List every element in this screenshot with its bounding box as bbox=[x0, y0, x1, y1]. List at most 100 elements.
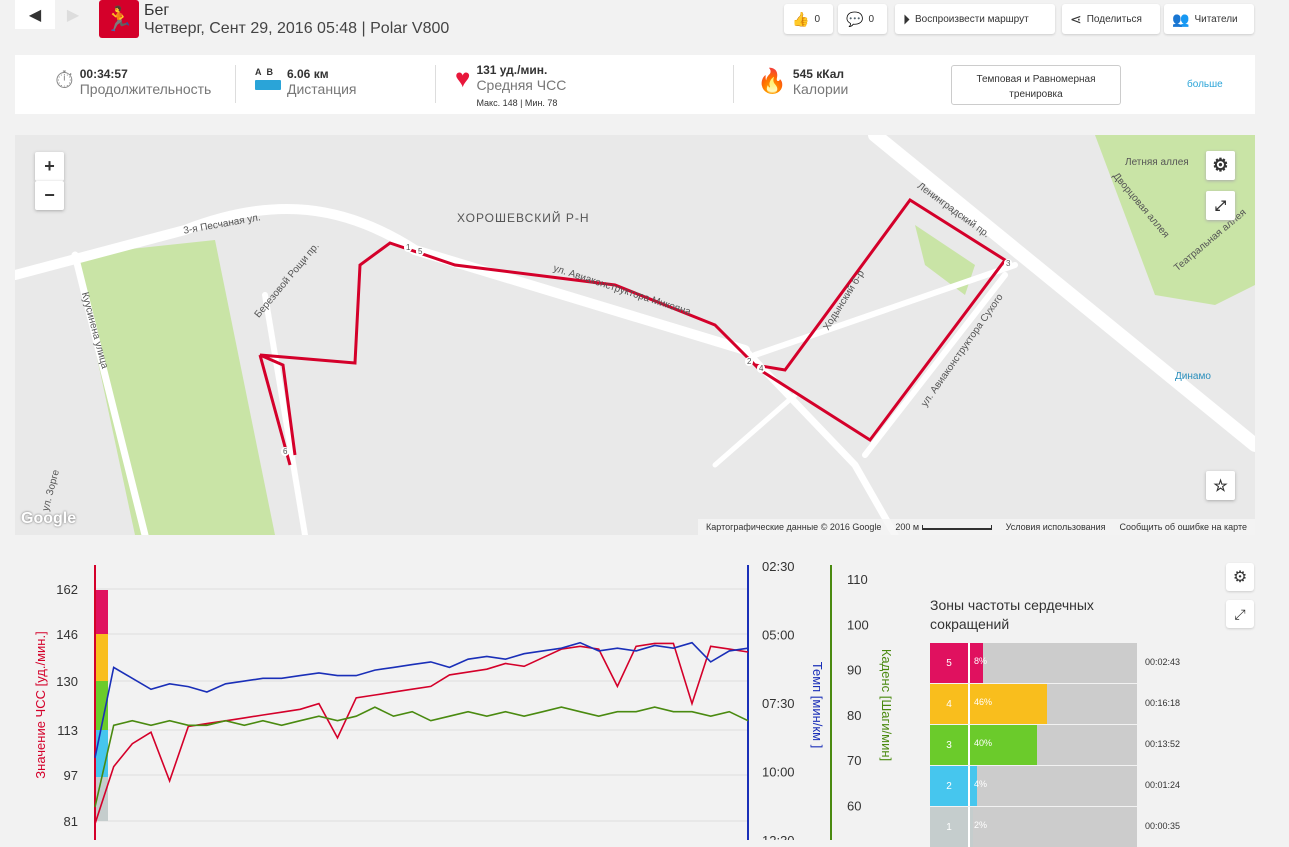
cadence-tick-label: 90 bbox=[847, 663, 861, 678]
map-attribution: Картографические данные © 2016 Google 20… bbox=[698, 519, 1255, 535]
map-settings-gear-icon[interactable]: ⚙ bbox=[1206, 151, 1235, 180]
chart-settings-gear-icon[interactable]: ⚙ bbox=[1226, 563, 1254, 591]
cadence-tick-label: 60 bbox=[847, 799, 861, 814]
report-error-link[interactable]: Сообщить об ошибке на карте bbox=[1119, 522, 1247, 532]
share-label: Поделиться bbox=[1086, 13, 1142, 25]
terms-link[interactable]: Условия использования bbox=[1005, 522, 1106, 532]
district-label: ХОРОШЕВСКИЙ Р-Н bbox=[457, 211, 590, 225]
duration-value: 00:34:57 bbox=[79, 67, 128, 81]
stopwatch-icon: ⏱ bbox=[55, 67, 74, 94]
divider bbox=[435, 65, 436, 103]
divider bbox=[733, 65, 734, 103]
hr-zone-row: 5 8% bbox=[930, 643, 1137, 683]
pace-tick-label: 05:00 bbox=[762, 628, 795, 643]
people-icon: 👥 bbox=[1172, 10, 1190, 27]
zone-time: 00:13:52 bbox=[1145, 739, 1181, 749]
cadence-tick-label: 70 bbox=[847, 753, 861, 768]
forward-button[interactable]: ▶ bbox=[55, 0, 91, 29]
distance-label: Дистанция bbox=[287, 81, 357, 97]
heart-rate-stat: ♥ 131 уд./мин. Средняя ЧСС Макс. 148 | Мин… bbox=[455, 63, 566, 111]
hr-zone-row: 1 2% bbox=[930, 807, 1137, 847]
more-link[interactable]: больше bbox=[1187, 79, 1223, 90]
hr-tick-label: 146 bbox=[56, 627, 78, 642]
comment-button[interactable]: 💬 0 bbox=[838, 4, 887, 34]
followers-button[interactable]: 👥 Читатели bbox=[1164, 4, 1254, 34]
hr-tick-label: 113 bbox=[57, 723, 78, 738]
zone-time: 00:01:24 bbox=[1145, 780, 1181, 790]
replay-label: Воспроизвести маршрут bbox=[915, 13, 1029, 25]
map-fullscreen-icon[interactable]: ⤢ bbox=[1206, 191, 1235, 220]
hr-tick-label: 162 bbox=[56, 582, 78, 597]
running-icon: 🏃 bbox=[99, 0, 139, 38]
activity-subtitle: Четверг, Сент 29, 2016 05:48 | Polar V80… bbox=[144, 20, 450, 37]
replay-route-button[interactable]: ⏵ Воспроизвести маршрут bbox=[895, 4, 1055, 34]
back-button[interactable]: ◀ bbox=[15, 0, 55, 29]
hr-zone-strip bbox=[96, 634, 108, 681]
calories-stat: 🔥 545 кКал Калории bbox=[757, 67, 848, 99]
hr-zones-title: Зоны частоты сердечных сокращений bbox=[930, 597, 1094, 632]
flame-icon: 🔥 bbox=[757, 68, 787, 95]
chart-fullscreen-icon[interactable]: ⤢ bbox=[1226, 600, 1254, 628]
map-canvas bbox=[15, 135, 1255, 535]
share-icon: ⋖ bbox=[1070, 10, 1082, 27]
calories-label: Калории bbox=[792, 81, 849, 97]
hr-label: Средняя ЧСС bbox=[476, 77, 567, 93]
zone-percent: 2% bbox=[974, 820, 988, 830]
hr-series-line bbox=[94, 642, 749, 825]
pace-axis-title: Темп [мин/км ] bbox=[810, 662, 825, 748]
zone-number: 1 bbox=[930, 807, 970, 847]
cadence-axis-title: Каденс [Шаги/мин] bbox=[879, 649, 894, 761]
km-marker[interactable]: 1 bbox=[404, 243, 413, 252]
divider bbox=[235, 65, 236, 103]
back-arrow-icon: ◀ bbox=[28, 6, 42, 24]
zone-bar-fill bbox=[970, 643, 984, 683]
route-map[interactable]: 3-я Песчаная ул. ХОРОШЕВСКИЙ Р-Н ул. Ави… bbox=[15, 135, 1255, 535]
hr-zone-row: 4 46% bbox=[930, 684, 1137, 724]
duration-stat: ⏱ 00:34:57 Продолжительность bbox=[55, 67, 211, 99]
hr-zone-row: 3 40% bbox=[930, 725, 1137, 765]
km-marker[interactable]: 6 bbox=[281, 447, 290, 456]
km-marker[interactable]: 2 bbox=[745, 357, 754, 366]
zone-time: 00:16:18 bbox=[1145, 698, 1181, 708]
pace-tick-label: 12:30 bbox=[762, 833, 795, 840]
zone-time: 00:02:43 bbox=[1145, 657, 1181, 667]
pace-series-line bbox=[94, 641, 749, 758]
zone-number: 2 bbox=[930, 766, 970, 806]
distance-value: 6.06 км bbox=[287, 67, 329, 81]
point-b-label: B bbox=[266, 67, 274, 77]
km-marker[interactable]: 5 bbox=[416, 247, 425, 256]
likes-count: 0 bbox=[814, 13, 820, 25]
zone-bar: 2% bbox=[970, 807, 1137, 847]
ruler-icon bbox=[255, 80, 281, 90]
like-button[interactable]: 👍 0 bbox=[784, 4, 833, 34]
zone-bar: 40% bbox=[970, 725, 1137, 765]
zone-bar-fill bbox=[970, 684, 1047, 724]
scale-label: 200 м bbox=[895, 522, 920, 532]
zone-percent: 4% bbox=[974, 779, 988, 789]
cadence-series-line bbox=[94, 706, 749, 808]
hr-pace-cadence-chart[interactable]: 162 146 130 113 97 81 02:30 05:00 07:30 10:00 12:3… bbox=[0, 555, 920, 840]
google-logo: Google bbox=[21, 510, 77, 527]
hr-axis-title: Значение ЧСС [уд./мин.] bbox=[33, 631, 48, 778]
training-type-button[interactable]: Темповая и Равномерная тренировка bbox=[951, 65, 1121, 105]
duration-label: Продолжительность bbox=[79, 81, 212, 97]
cadence-tick-label: 100 bbox=[847, 617, 869, 632]
calories-value: 545 кКал bbox=[792, 67, 845, 81]
hr-zone-strip bbox=[96, 730, 108, 777]
followers-label: Читатели bbox=[1194, 13, 1238, 25]
hr-tick-label: 130 bbox=[56, 674, 78, 689]
zoom-out-button[interactable]: − bbox=[35, 181, 64, 210]
hr-zone-strip bbox=[96, 590, 108, 634]
km-marker[interactable]: 4 bbox=[757, 364, 766, 373]
zone-percent: 46% bbox=[974, 697, 993, 707]
comments-count: 0 bbox=[868, 13, 874, 25]
zone-bar-fill bbox=[970, 766, 977, 806]
zoom-in-button[interactable]: + bbox=[35, 152, 64, 181]
forward-arrow-icon: ▶ bbox=[66, 6, 80, 24]
zone-number: 3 bbox=[930, 725, 970, 765]
zone-time: 00:00:35 bbox=[1145, 821, 1181, 831]
share-button[interactable]: ⋖ Поделиться bbox=[1062, 4, 1160, 34]
hr-zone-row: 2 4% bbox=[930, 766, 1137, 806]
favorite-star-icon[interactable]: ☆ bbox=[1206, 471, 1235, 500]
km-marker[interactable]: 3 bbox=[1004, 259, 1013, 268]
